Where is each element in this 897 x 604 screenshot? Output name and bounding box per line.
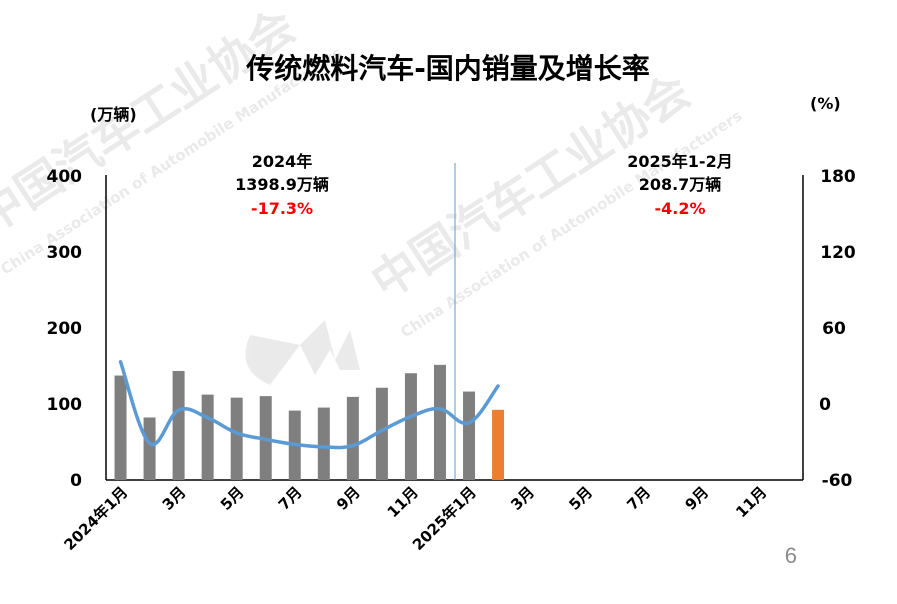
left-tick-label: 300 xyxy=(47,243,83,263)
right-tick-label: 0 xyxy=(819,395,831,415)
x-tick-label: 7月 xyxy=(623,483,654,514)
right-ticks: -60 0 60 120 180 xyxy=(819,167,856,491)
x-tick-label: 11月 xyxy=(384,483,422,521)
x-tick-label: 9月 xyxy=(333,483,364,514)
bar xyxy=(201,394,214,480)
x-tick-label: 5月 xyxy=(565,483,596,514)
x-tick-label: 9月 xyxy=(681,483,712,514)
bars-group xyxy=(114,364,505,480)
left-ticks: 0 100 200 300 400 xyxy=(47,167,83,491)
bar xyxy=(172,370,185,480)
x-tick-label: 5月 xyxy=(217,483,248,514)
bar xyxy=(375,387,388,480)
x-tick-label: 3月 xyxy=(507,483,538,514)
right-axis-unit: (%) xyxy=(810,94,841,113)
annotation-2024-change: -17.3% xyxy=(251,199,313,218)
annotation-2025-change: -4.2% xyxy=(654,199,705,218)
x-tick-label: 11月 xyxy=(732,483,770,521)
bar xyxy=(317,407,330,480)
left-axis-unit: (万辆) xyxy=(90,105,137,124)
left-tick-label: 200 xyxy=(47,319,83,339)
left-tick-label: 0 xyxy=(70,471,82,491)
left-tick-label: 400 xyxy=(47,167,83,187)
bar xyxy=(114,375,127,480)
bar xyxy=(143,417,156,480)
annotation-2025-year: 2025年1-2月 xyxy=(627,152,732,171)
bar xyxy=(404,373,417,480)
x-tick-label: 7月 xyxy=(275,483,306,514)
growth-rate-line xyxy=(118,360,500,450)
annotation-2025: 2025年1-2月 208.7万辆 -4.2% xyxy=(627,152,732,218)
annotation-2025-total: 208.7万辆 xyxy=(639,175,722,194)
bar xyxy=(492,409,505,480)
x-tick-label: 2024年1月 xyxy=(61,483,132,554)
right-tick-label: 180 xyxy=(820,167,856,187)
annotation-2024-year: 2024年 xyxy=(252,152,313,171)
annotation-2024: 2024年 1398.9万辆 -17.3% xyxy=(235,152,329,218)
chart-title: 传统燃料汽车-国内销量及增长率 xyxy=(245,52,650,85)
page-number: 6 xyxy=(785,543,797,568)
bar xyxy=(463,391,476,480)
right-tick-label: -60 xyxy=(822,471,853,491)
growth-line-group xyxy=(118,360,500,450)
annotation-2024-total: 1398.9万辆 xyxy=(235,175,329,194)
bar xyxy=(230,397,243,480)
x-tick-label: 3月 xyxy=(159,483,190,514)
bar xyxy=(433,364,446,480)
right-tick-label: 120 xyxy=(820,243,856,263)
right-tick-label: 60 xyxy=(822,319,846,339)
bar xyxy=(346,396,359,480)
watermark-logo xyxy=(245,320,360,385)
left-tick-label: 100 xyxy=(47,395,83,415)
